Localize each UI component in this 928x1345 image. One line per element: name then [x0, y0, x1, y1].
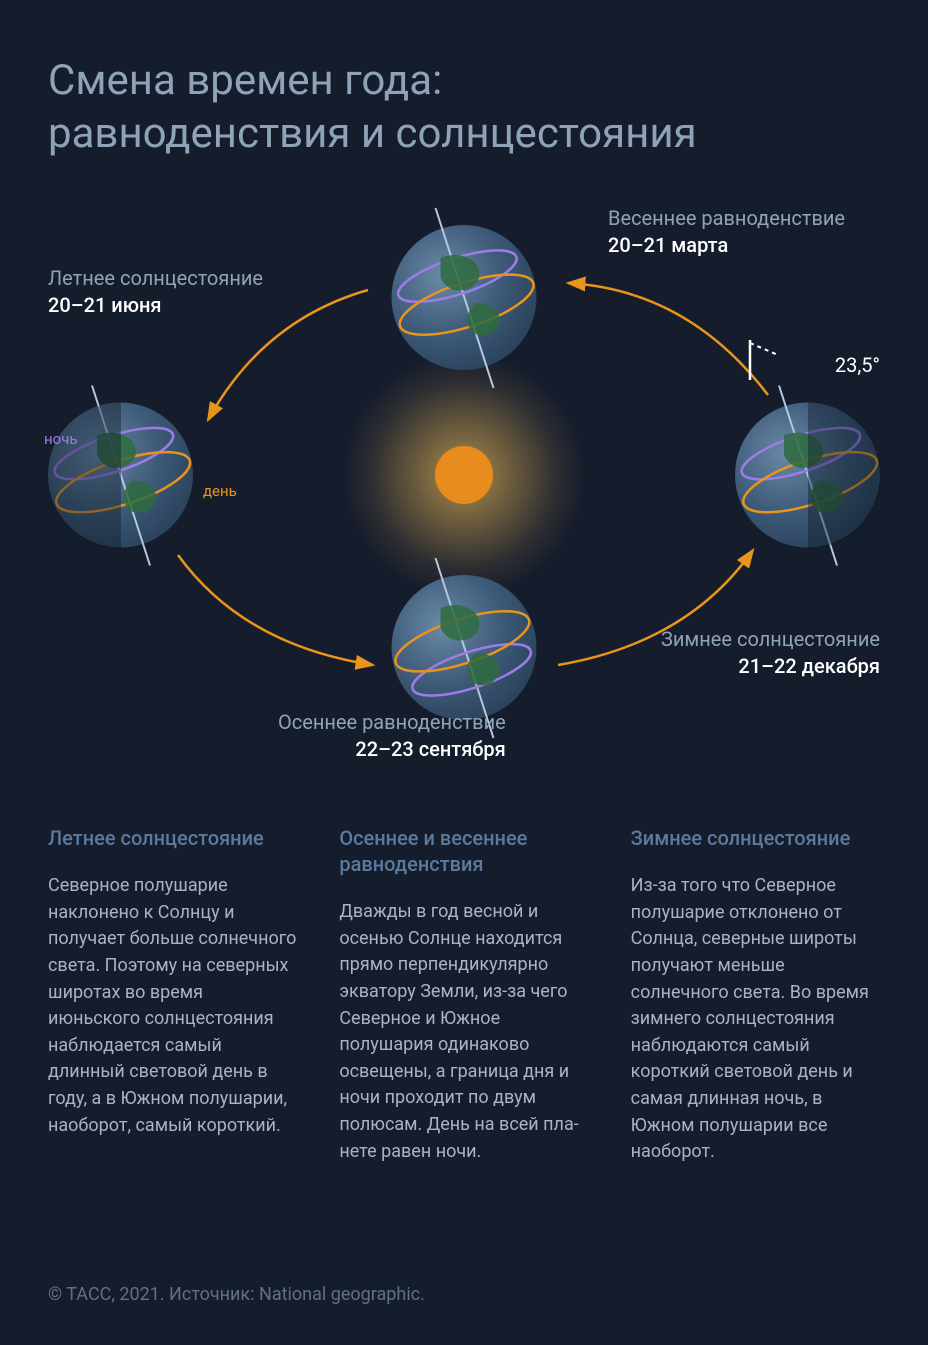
- col-equinox-title: Осеннее и весеннее равноденствия: [339, 825, 588, 877]
- day-label: день: [203, 482, 237, 500]
- spring-title: Весеннее равноденствие: [608, 205, 845, 232]
- tilt-marker-icon: [738, 335, 788, 385]
- earth-spring: [392, 225, 537, 370]
- col-summer-body: Северное полушарие наклонено к Солнцу и …: [48, 873, 297, 1139]
- winter-date: 21–22 декабря: [661, 653, 880, 680]
- summer-title: Летнее солнцестояние: [48, 265, 263, 292]
- footer-credit: © ТАСС, 2021. Источник: National geograp…: [48, 1284, 425, 1305]
- earth-winter: [735, 403, 880, 548]
- sun-icon: [435, 446, 493, 504]
- label-spring: Весеннее равноденствие 20–21 марта: [608, 205, 845, 259]
- earth-autumn: [392, 575, 537, 720]
- explanation-columns: Летнее солнцестояние Северное полушарие …: [48, 825, 880, 1166]
- label-summer: Летнее солнцестояние 20–21 июня: [48, 265, 263, 319]
- label-autumn: Осеннее равноденствие 22–23 сентября: [278, 709, 506, 763]
- autumn-title: Осеннее равноденствие: [278, 709, 506, 736]
- col-equinox-body: Дважды в год весной и осенью Солнце нахо…: [339, 899, 588, 1165]
- night-label: ночь: [44, 430, 78, 448]
- col-equinox: Осеннее и весеннее равноденствия Дважды …: [339, 825, 588, 1166]
- autumn-date: 22–23 сентября: [278, 736, 506, 763]
- spring-date: 20–21 марта: [608, 232, 845, 259]
- title-line-1: Смена времен года:: [48, 56, 442, 105]
- tilt-angle-label: 23,5°: [835, 353, 880, 377]
- seasons-diagram: Весеннее равноденствие 20–21 марта Летне…: [48, 205, 880, 745]
- col-winter-body: Из-за того что Северное полушарие отклон…: [631, 873, 880, 1166]
- col-winter-title: Зимнее солнцестояние: [631, 825, 880, 851]
- earth-summer: [48, 403, 193, 548]
- winter-title: Зимнее солнцестояние: [661, 626, 880, 653]
- col-summer-title: Летнее солнцестояние: [48, 825, 297, 851]
- col-summer: Летнее солнцестояние Северное полушарие …: [48, 825, 297, 1166]
- page-title: Смена времен года: равноденствия и солнц…: [48, 55, 880, 160]
- col-winter: Зимнее солнцестояние Из-за того что Севе…: [631, 825, 880, 1166]
- title-line-2: равноденствия и солнцестояния: [48, 109, 697, 158]
- summer-date: 20–21 июня: [48, 292, 263, 319]
- label-winter: Зимнее солнцестояние 21–22 декабря: [661, 626, 880, 680]
